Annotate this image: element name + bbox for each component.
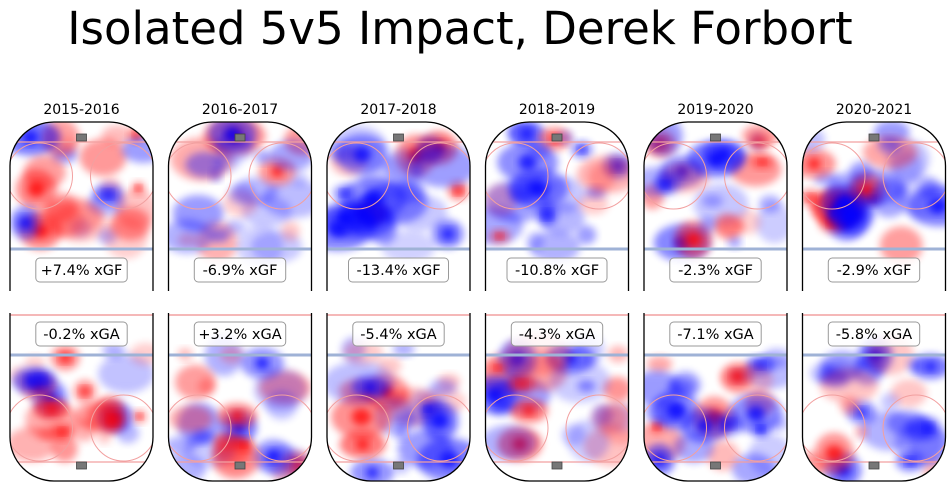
xgf-label-box xyxy=(35,257,128,283)
goal-net-top xyxy=(234,133,246,142)
xga-label-box xyxy=(827,321,921,347)
xga-label: -5.8% xGA xyxy=(836,327,912,343)
xgf-label-box xyxy=(193,257,287,283)
goal-net-bottom xyxy=(76,461,87,470)
xgf-label-box xyxy=(827,257,921,283)
xga-label-box xyxy=(35,321,128,347)
season-label: 2016-2017 xyxy=(202,102,278,118)
xgf-label-box xyxy=(506,257,608,283)
rink-boards-top xyxy=(9,121,154,291)
rink-panel-2015-2016: 2015-2016 +7.4% xGF -0.2% xGA xyxy=(9,102,154,482)
defense-heatmap xyxy=(485,333,629,467)
xga-label: -4.3% xGA xyxy=(519,327,595,343)
xga-label-box xyxy=(669,321,762,347)
xgf-label: -10.8% xGF xyxy=(515,263,599,279)
xga-label: -5.4% xGA xyxy=(360,327,436,343)
season-label: 2019-2020 xyxy=(677,102,753,118)
season-label: 2015-2016 xyxy=(43,102,119,118)
rink-boards-top xyxy=(326,121,471,291)
xgf-label: -2.9% xGF xyxy=(837,263,912,279)
xgf-label: -2.3% xGF xyxy=(678,263,753,279)
season-label: 2020-2021 xyxy=(836,102,912,118)
xga-label: -0.2% xGA xyxy=(43,327,119,343)
offense-heatmap xyxy=(10,122,153,259)
rink-boards-top xyxy=(801,121,947,291)
season-label: 2017-2018 xyxy=(360,102,436,118)
rink-boards-bottom xyxy=(326,313,471,482)
xga-label-box xyxy=(193,321,287,347)
goal-net-top xyxy=(551,133,563,142)
goal-net-bottom xyxy=(868,461,880,470)
goal-net-bottom xyxy=(710,461,721,470)
rink-panel-2017-2018: 2017-2018 -13.4% xGF -5.4% xGA xyxy=(326,102,471,482)
chart-title: Isolated 5v5 Impact, Derek Forbort xyxy=(67,2,853,55)
xga-label: -7.1% xGA xyxy=(677,327,753,343)
xgf-label: +7.4% xGF xyxy=(41,263,123,279)
rink-boards-bottom xyxy=(9,313,154,482)
goal-net-bottom xyxy=(234,461,246,470)
goal-net-top xyxy=(710,133,721,142)
xga-label: +3.2% xGA xyxy=(198,327,281,343)
goal-net-top xyxy=(76,133,87,142)
rink-boards-bottom xyxy=(484,313,630,482)
rink-panel-2016-2017: 2016-2017 -6.9% xGF +3.2% xGA xyxy=(167,102,313,482)
defense-heatmap xyxy=(327,336,470,481)
goal-net-bottom xyxy=(551,461,563,470)
rink-boards-top xyxy=(167,121,313,291)
goal-net-top xyxy=(393,133,404,142)
rink-boards-bottom xyxy=(801,313,947,482)
offense-heatmap xyxy=(802,122,946,265)
rink-panel-2019-2020: 2019-2020 -2.3% xGF -7.1% xGA xyxy=(643,102,788,482)
rink-boards-bottom xyxy=(643,313,788,482)
rink-panel-2018-2019: 2018-2019 -10.8% xGF -4.3% xGA xyxy=(484,102,630,482)
xgf-label-box xyxy=(348,257,449,283)
goal-net-bottom xyxy=(393,461,404,470)
goal-net-top xyxy=(868,133,880,142)
xgf-label: -6.9% xGF xyxy=(203,263,278,279)
xga-label-box xyxy=(352,321,445,347)
offense-heatmap xyxy=(485,122,629,263)
rink-boards-top xyxy=(643,121,788,291)
rink-boards-bottom xyxy=(167,313,313,482)
xgf-label-box xyxy=(669,257,762,283)
offense-heatmap xyxy=(644,122,787,262)
season-label: 2018-2019 xyxy=(519,102,595,118)
defense-heatmap xyxy=(10,342,153,463)
rink-boards-top xyxy=(484,121,630,291)
xgf-label: -13.4% xGF xyxy=(356,263,440,279)
rink-panel-2020-2021: 2020-2021 -2.9% xGF -5.8% xGA xyxy=(801,102,947,482)
xga-label-box xyxy=(510,321,604,347)
